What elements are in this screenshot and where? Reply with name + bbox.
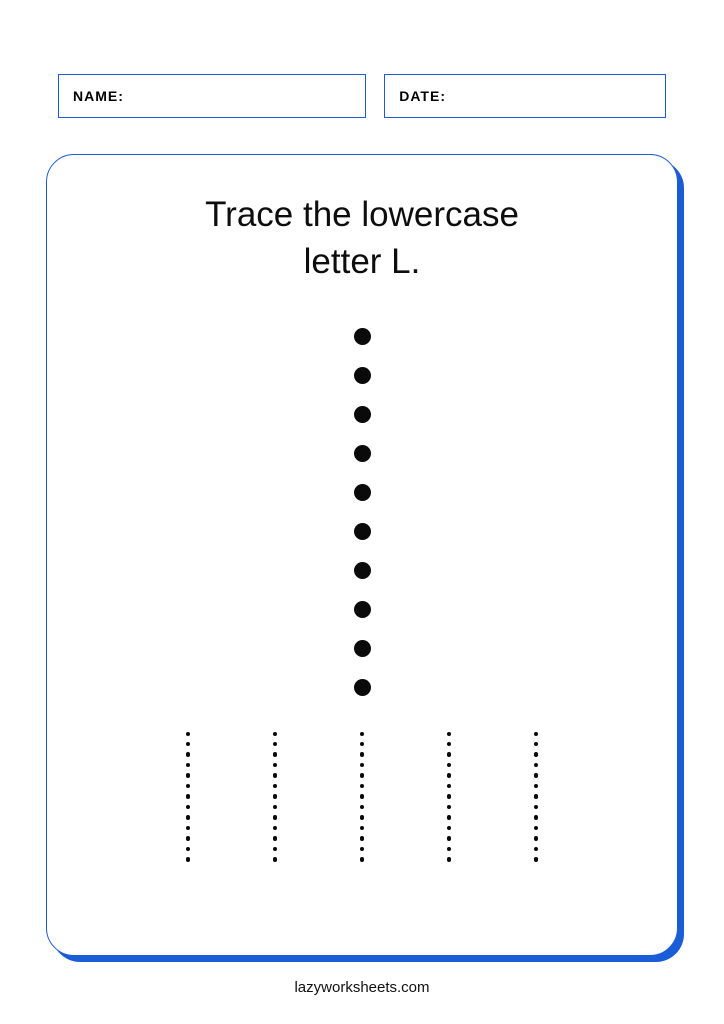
practice-dot bbox=[534, 742, 538, 746]
practice-dot bbox=[186, 742, 190, 746]
practice-dot bbox=[273, 836, 277, 840]
practice-dot bbox=[186, 732, 190, 736]
practice-letter bbox=[360, 732, 364, 862]
practice-dot bbox=[447, 847, 451, 851]
practice-letter bbox=[186, 732, 190, 862]
practice-dot bbox=[447, 784, 451, 788]
large-trace-letter bbox=[354, 328, 371, 696]
practice-dot bbox=[447, 732, 451, 736]
practice-dot bbox=[360, 784, 364, 788]
practice-dot bbox=[534, 752, 538, 756]
practice-dot bbox=[360, 826, 364, 830]
practice-dot bbox=[186, 847, 190, 851]
practice-dot bbox=[534, 773, 538, 777]
practice-dot bbox=[447, 857, 451, 861]
practice-dot bbox=[447, 826, 451, 830]
practice-dot bbox=[186, 794, 190, 798]
practice-dot bbox=[360, 847, 364, 851]
practice-dot bbox=[447, 763, 451, 767]
trace-dot bbox=[354, 640, 371, 657]
practice-dot bbox=[273, 784, 277, 788]
practice-dot bbox=[360, 805, 364, 809]
practice-dot bbox=[534, 794, 538, 798]
worksheet-frame: Trace the lowercase letter L. bbox=[46, 154, 678, 956]
practice-dot bbox=[360, 752, 364, 756]
practice-dot bbox=[273, 732, 277, 736]
trace-dot bbox=[354, 406, 371, 423]
practice-row bbox=[77, 732, 647, 862]
practice-dot bbox=[273, 826, 277, 830]
practice-dot bbox=[447, 836, 451, 840]
practice-dot bbox=[534, 847, 538, 851]
practice-dot bbox=[447, 773, 451, 777]
practice-dot bbox=[447, 752, 451, 756]
trace-dot bbox=[354, 523, 371, 540]
practice-dot bbox=[360, 773, 364, 777]
practice-dot bbox=[534, 857, 538, 861]
practice-dot bbox=[534, 805, 538, 809]
practice-dot bbox=[273, 773, 277, 777]
practice-dot bbox=[273, 752, 277, 756]
trace-dot bbox=[354, 679, 371, 696]
trace-dot bbox=[354, 367, 371, 384]
practice-dot bbox=[186, 857, 190, 861]
practice-dot bbox=[360, 836, 364, 840]
date-field-box[interactable]: DATE: bbox=[384, 74, 666, 118]
practice-dot bbox=[186, 784, 190, 788]
date-label: DATE: bbox=[399, 88, 446, 104]
practice-dot bbox=[534, 763, 538, 767]
trace-dot bbox=[354, 601, 371, 618]
practice-dot bbox=[534, 784, 538, 788]
practice-dot bbox=[186, 805, 190, 809]
name-field-box[interactable]: NAME: bbox=[58, 74, 366, 118]
practice-dot bbox=[273, 794, 277, 798]
trace-dot bbox=[354, 562, 371, 579]
practice-dot bbox=[447, 805, 451, 809]
practice-letter bbox=[273, 732, 277, 862]
practice-dot bbox=[273, 763, 277, 767]
trace-dot bbox=[354, 445, 371, 462]
practice-dot bbox=[360, 732, 364, 736]
practice-dot bbox=[447, 815, 451, 819]
worksheet-box: Trace the lowercase letter L. bbox=[46, 154, 678, 956]
title-line-1: Trace the lowercase bbox=[205, 195, 519, 234]
practice-dot bbox=[273, 815, 277, 819]
practice-dot bbox=[273, 847, 277, 851]
practice-dot bbox=[447, 794, 451, 798]
practice-dot bbox=[273, 805, 277, 809]
name-label: NAME: bbox=[73, 88, 124, 104]
trace-dot bbox=[354, 328, 371, 345]
practice-dot bbox=[534, 826, 538, 830]
practice-dot bbox=[186, 815, 190, 819]
practice-dot bbox=[186, 836, 190, 840]
practice-dot bbox=[360, 815, 364, 819]
practice-dot bbox=[186, 763, 190, 767]
footer-credit: lazyworksheets.com bbox=[0, 979, 724, 996]
title-line-2: letter L. bbox=[304, 242, 421, 281]
practice-dot bbox=[447, 742, 451, 746]
practice-dot bbox=[360, 794, 364, 798]
practice-dot bbox=[534, 815, 538, 819]
footer-text: lazyworksheets.com bbox=[294, 979, 429, 996]
practice-letter bbox=[534, 732, 538, 862]
practice-dot bbox=[534, 732, 538, 736]
practice-dot bbox=[273, 857, 277, 861]
practice-dot bbox=[360, 857, 364, 861]
practice-dot bbox=[186, 752, 190, 756]
practice-dot bbox=[186, 773, 190, 777]
worksheet-title: Trace the lowercase letter L. bbox=[205, 191, 519, 286]
practice-dot bbox=[360, 763, 364, 767]
practice-dot bbox=[273, 742, 277, 746]
trace-dot bbox=[354, 484, 371, 501]
practice-dot bbox=[186, 826, 190, 830]
practice-letter bbox=[447, 732, 451, 862]
practice-dot bbox=[360, 742, 364, 746]
practice-dot bbox=[534, 836, 538, 840]
